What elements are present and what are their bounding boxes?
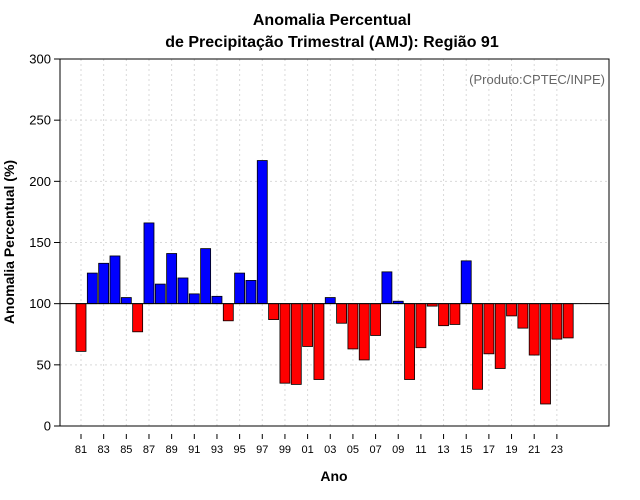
bar-19 [506,303,517,317]
bar-89 [166,253,178,305]
x-tick-label: 17 [483,444,495,456]
credit-text: (Produto:CPTEC/INPE) [469,72,605,87]
bar-23 [551,303,563,340]
x-tick-label: 19 [505,444,517,456]
x-tick-label: 97 [256,444,268,456]
x-tick-label: 23 [551,444,563,456]
bar-02 [313,303,325,380]
x-tick-label: 07 [369,444,381,456]
y-tick-label: 150 [29,235,51,250]
bar-83 [98,262,110,305]
y-tick-label: 0 [44,419,51,434]
x-tick-label: 03 [324,444,336,456]
chart-title-line2: de Precipitação Trimestral (AMJ): Região… [165,34,499,51]
bar-94 [222,303,234,322]
bar-93 [211,295,223,305]
bar-07 [370,303,381,336]
bar-82 [86,272,98,305]
x-tick-label: 91 [188,444,200,456]
bar-99 [279,303,291,384]
bar-14 [449,303,461,325]
bar-88 [154,283,166,305]
x-tick-label: 93 [211,444,223,456]
bar-24 [562,303,574,339]
y-tick-label: 300 [29,52,51,67]
bar-17 [483,303,495,355]
grid-layer [60,59,609,426]
bar-92 [200,248,212,305]
bar-03 [324,297,336,305]
x-tick-label: 83 [98,444,110,456]
bars-layer [75,160,574,405]
x-tick-label: 13 [437,444,449,456]
bar-01 [302,303,314,347]
bar-84 [109,255,121,305]
y-tick-label: 250 [29,113,51,128]
bar-98 [268,303,280,320]
x-tick-label: 87 [143,444,155,456]
bar-13 [438,303,449,327]
bar-22 [540,303,551,405]
x-tick-label: 05 [347,444,359,456]
bar-08 [381,271,393,305]
x-tick-label: 89 [166,444,178,456]
y-tick-label: 100 [29,296,51,311]
x-tick-label: 95 [233,444,245,456]
bar-96 [245,280,257,305]
x-axis-label: Ano [320,468,347,484]
bar-90 [177,277,189,305]
bar-91 [188,293,200,305]
bar-05 [347,303,359,350]
bar-20 [517,303,529,329]
x-tick-label: 81 [75,444,87,456]
bar-10 [404,303,415,380]
x-tick-label: 21 [528,444,540,456]
bar-85 [120,297,132,305]
x-tick-label: 11 [415,444,426,456]
x-tick-label: 09 [392,444,404,456]
bar-95 [234,272,246,305]
bar-04 [336,303,347,324]
chart-title-line1: Anomalia Percentual [253,12,411,29]
bar-11 [415,303,427,349]
bar-18 [494,303,506,369]
bar-87 [143,222,155,305]
x-tick-label: 01 [301,444,313,456]
bar-97 [256,160,268,305]
bar-15 [460,260,472,305]
y-tick-label: 50 [37,357,51,372]
y-axis: 0 50 100 150 200 250 300 [29,52,60,434]
x-tick-label: 85 [120,444,132,456]
bar-21 [528,303,540,356]
bar-86 [132,303,144,333]
x-tick-label: 15 [460,444,472,456]
x-axis: 81 83 85 87 89 91 93 95 97 99 01 03 05 07 09 11 13 15 17 19… [75,434,563,456]
bar-16 [472,303,483,390]
bar-81 [75,303,87,352]
y-tick-label: 200 [29,174,51,189]
bar-06 [358,303,370,361]
y-axis-label: Anomalia Percentual (%) [1,160,17,324]
bar-00 [290,303,302,385]
x-tick-label: 99 [279,444,291,456]
